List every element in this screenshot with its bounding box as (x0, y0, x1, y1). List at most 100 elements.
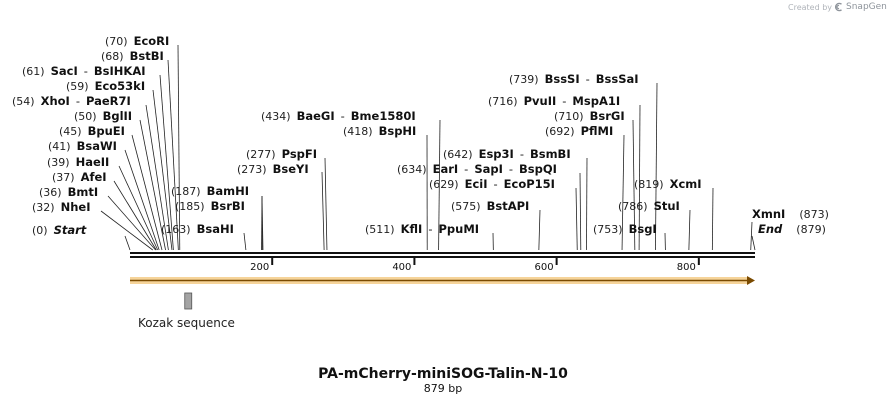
site-label-xhoi: (54) XhoI - PaeR7I (12, 94, 131, 108)
site-position: (36) (39, 186, 62, 199)
site-position: (50) (74, 110, 97, 123)
enzyme-name: XmnI (752, 207, 785, 221)
site-label-bsssi: (739) BssSI - BssSaI (509, 72, 639, 86)
enzyme-name: PspFI (282, 147, 317, 161)
cut-site-line-bsawi (124, 149, 160, 251)
enzyme-name: BspHI (379, 124, 417, 138)
enzyme-name: BseYI (273, 162, 309, 176)
enzyme-name: EcoRI (134, 34, 170, 48)
enzyme-name: EciI (465, 177, 488, 191)
cut-site-line-bstapi (538, 209, 541, 251)
cut-site-line-pspfi (324, 157, 328, 251)
cut-site-line-bsahi (243, 232, 247, 251)
site-position: (185) (175, 200, 205, 213)
site-position: (879) (796, 223, 826, 236)
name-separator: - (562, 94, 566, 108)
site-label-bsawi: (41) BsaWI (48, 139, 117, 153)
enzyme-name: BsmBI (530, 147, 571, 161)
site-label-ecori: (70) EcoRI (105, 34, 169, 48)
cut-site-line-saci (159, 74, 174, 251)
kozak-sequence-label: Kozak sequence (138, 316, 235, 330)
cut-site-line-pflmi (621, 134, 625, 251)
enzyme-name: BsaWI (77, 139, 117, 153)
site-position: (54) (12, 95, 35, 108)
enzyme-name: BpuEI (88, 124, 125, 138)
site-position: (873) (799, 208, 829, 221)
site-position: (59) (66, 80, 89, 93)
enzyme-name: EarI (433, 162, 459, 176)
site-position: (692) (545, 125, 575, 138)
site-position: (629) (429, 178, 459, 191)
cut-site-line-bseyi (321, 171, 325, 251)
cut-site-line-baegi (438, 119, 441, 251)
site-label-bsgi: (753) BsgI (593, 222, 657, 236)
enzyme-name: BsrBI (211, 199, 245, 213)
name-separator: - (494, 177, 498, 191)
site-position: (434) (261, 110, 291, 123)
site-label-bmti: (36) BmtI (39, 185, 98, 199)
cut-site-line-stui (688, 209, 691, 251)
cut-site-line-bmti (107, 195, 156, 251)
site-position: (39) (47, 156, 70, 169)
site-label-bsahi: (163) BsaHI (161, 222, 234, 236)
site-label-start: (0) Start (32, 223, 87, 237)
site-position: (511) (365, 223, 395, 236)
sequence-length: 879 bp (424, 382, 462, 395)
sequence-title: PA-mCherry-miniSOG-Talin-N-10 (318, 366, 568, 382)
name-separator: - (520, 147, 524, 161)
cut-site-line-bamhi (261, 195, 264, 251)
site-position: (70) (105, 35, 128, 48)
enzyme-name: SapI (474, 162, 503, 176)
enzyme-name: BsgI (629, 222, 657, 236)
cut-site-line-xcmi (711, 187, 714, 251)
enzyme-name: BamHI (207, 184, 249, 198)
site-position: (45) (59, 125, 82, 138)
site-label-baegi: (434) BaeGI - Bme1580I (261, 109, 416, 123)
site-position: (786) (618, 200, 648, 213)
enzyme-name: PflMI (581, 124, 614, 138)
cut-site-line-ecii (575, 187, 578, 251)
site-position: (710) (554, 110, 584, 123)
enzyme-name: XcmI (670, 177, 702, 191)
snapgene-logo-icon (835, 2, 842, 12)
enzyme-name: Eco53kI (95, 79, 146, 93)
enzyme-name: BstAPI (487, 199, 530, 213)
site-position: (418) (343, 125, 373, 138)
site-position: (61) (22, 65, 45, 78)
name-separator: - (586, 72, 590, 86)
cut-site-line-bstbi (167, 59, 179, 251)
cut-site-line-start (124, 235, 131, 251)
site-position: (273) (237, 163, 267, 176)
enzyme-name: PvuII (524, 94, 557, 108)
cut-site-labels: (0) Start (32) NheI(36) BmtI(37) AfeI (39) HaeI… (12, 34, 829, 237)
cut-site-line-bsrgi (632, 119, 636, 251)
site-position: (0) (32, 224, 48, 237)
site-label-bstbi: (68) BstBI (101, 49, 164, 63)
enzyme-name: StuI (654, 199, 680, 213)
ruler-tick-label: 200 (250, 262, 269, 273)
cut-site-lines (100, 44, 756, 251)
name-separator: - (428, 222, 432, 236)
cut-site-line-bglii (139, 119, 166, 251)
site-label-bstapi: (575) BstAPI (451, 199, 529, 213)
enzyme-name: EcoP15I (504, 177, 555, 191)
site-label-pvuii: (716) PvuII - MspA1I (488, 94, 620, 108)
cut-site-line-haeii (118, 165, 159, 251)
name-separator: - (76, 94, 80, 108)
site-label-afei: (37) AfeI (52, 170, 107, 184)
enzyme-name: PaeR7I (86, 94, 131, 108)
site-position: (68) (101, 50, 124, 63)
ruler-tick-label: 600 (535, 262, 554, 273)
ruler-tick-label: 800 (677, 262, 696, 273)
enzyme-name: Bme1580I (351, 109, 416, 123)
site-label-bseyi: (273) BseYI (237, 162, 309, 176)
site-label-esp3i: (642) Esp3I - BsmBI (443, 147, 571, 161)
site-position: (819) (634, 178, 664, 191)
credit: Created by SnapGene (788, 2, 887, 12)
orf-arrow-head (747, 276, 755, 285)
ruler-tick-label: 400 (392, 262, 411, 273)
name-separator: - (341, 109, 345, 123)
credit-text: Created by (788, 2, 833, 12)
enzyme-name: BssSI (545, 72, 580, 86)
cut-site-line-eari (579, 172, 582, 251)
